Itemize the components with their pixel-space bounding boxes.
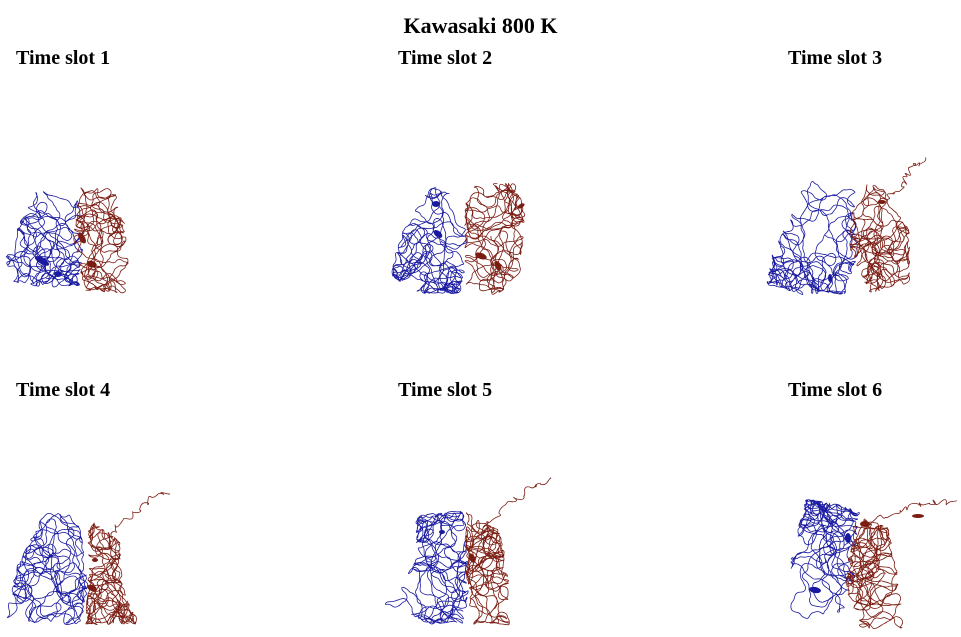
slot-3-title: Time slot 3 bbox=[788, 47, 883, 69]
page-title: Kawasaki 800 K bbox=[403, 13, 558, 38]
helix-b bbox=[517, 203, 525, 209]
helix-b bbox=[87, 260, 97, 268]
helix-b bbox=[494, 261, 502, 271]
domain-b-arm bbox=[482, 477, 552, 529]
slot-4-title: Time slot 4 bbox=[16, 379, 111, 401]
domain-b-arm bbox=[102, 492, 170, 540]
helix-a bbox=[432, 201, 440, 207]
slot-1-title: Time slot 1 bbox=[16, 47, 111, 69]
slot-4-structure bbox=[0, 480, 175, 630]
domain-b-arm bbox=[867, 499, 958, 526]
helix-b bbox=[92, 558, 98, 562]
helix-a bbox=[828, 274, 832, 282]
helix-b bbox=[87, 584, 97, 592]
domain-a-trace bbox=[766, 181, 858, 295]
helix-b bbox=[78, 232, 86, 244]
domain-a-trace bbox=[384, 510, 469, 625]
slot-2-title: Time slot 2 bbox=[398, 47, 493, 69]
helix-b bbox=[912, 514, 924, 518]
slot-3-structure bbox=[760, 150, 930, 300]
domain-b-trace bbox=[73, 187, 129, 294]
domain-a-trace bbox=[790, 499, 860, 619]
domain-b-arm bbox=[877, 157, 927, 203]
helix-a bbox=[439, 530, 445, 534]
helix-a bbox=[34, 256, 50, 266]
slot-1-structure bbox=[0, 176, 140, 301]
helix-b bbox=[475, 252, 487, 260]
helix-a bbox=[54, 271, 62, 277]
domain-b-trace bbox=[845, 518, 904, 630]
slot-6-title: Time slot 6 bbox=[788, 379, 883, 401]
domain-a-trace bbox=[391, 187, 468, 295]
domain-b-trace bbox=[464, 182, 526, 295]
domain-b-trace bbox=[849, 184, 911, 293]
domain-b-trace bbox=[85, 522, 137, 625]
slot-2-structure bbox=[386, 176, 531, 301]
helix-a bbox=[433, 230, 443, 238]
slot-5-title: Time slot 5 bbox=[398, 379, 493, 401]
helix-b bbox=[860, 521, 870, 527]
slot-6-structure bbox=[760, 488, 960, 633]
helix-a bbox=[809, 586, 821, 594]
slot-5-structure bbox=[360, 470, 560, 630]
domain-a-trace bbox=[5, 191, 84, 288]
helix-a bbox=[845, 533, 851, 543]
domain-a-trace bbox=[6, 512, 89, 625]
helix-b bbox=[878, 200, 886, 204]
domain-b-trace bbox=[464, 512, 510, 626]
helix-b bbox=[468, 553, 476, 563]
